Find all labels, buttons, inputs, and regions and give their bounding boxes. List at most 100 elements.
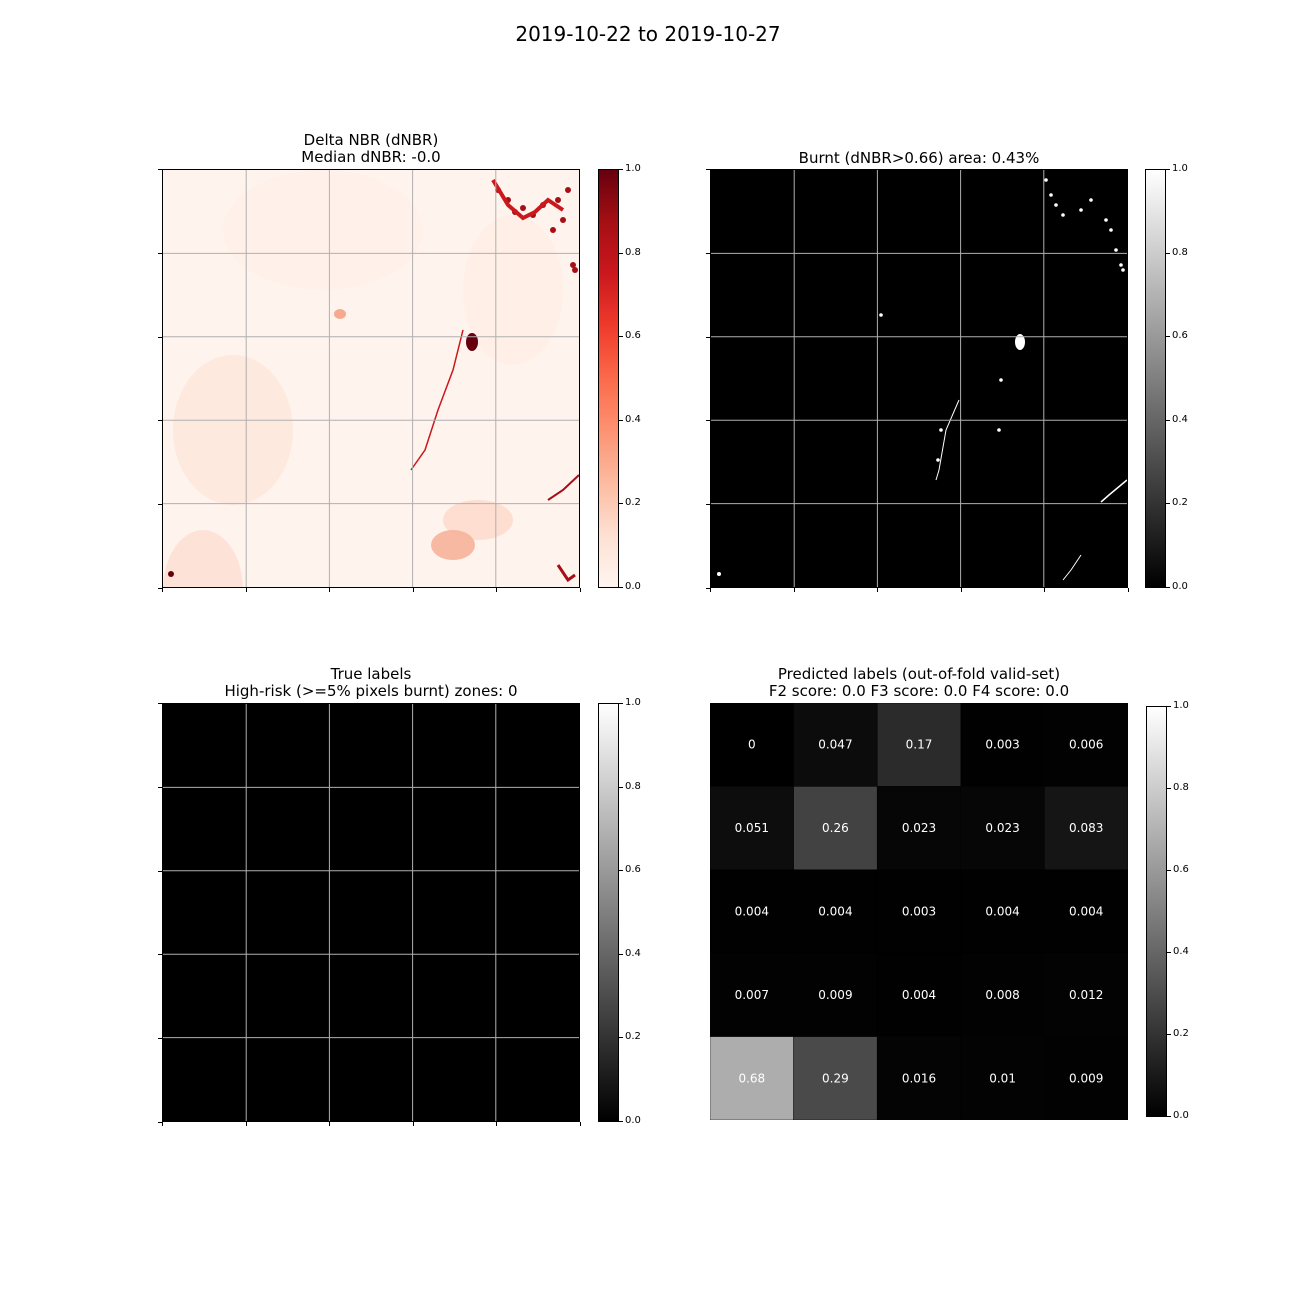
y-tick [706, 504, 710, 505]
x-tick [413, 1122, 414, 1126]
x-tick [794, 588, 795, 592]
heatmap-cell [329, 954, 413, 1038]
colorbar-tick [1166, 169, 1170, 170]
colorbar-tick-label: 0.0 [1173, 1110, 1189, 1121]
colorbar-tick [619, 1121, 623, 1122]
heatmap-cell [329, 787, 413, 871]
burnt-colorbar [1145, 169, 1166, 588]
heatmap-cell-label: 0.006 [1069, 738, 1103, 752]
dnbr-colorbar [598, 169, 619, 588]
heatmap-cell [495, 870, 579, 955]
burnt-region [1104, 218, 1108, 222]
y-tick [158, 337, 162, 338]
burnt-region [1089, 198, 1093, 202]
colorbar-tick [619, 587, 623, 588]
colorbar-tick-label: 0.8 [625, 247, 641, 258]
y-tick [706, 588, 710, 589]
heatmap-cell [163, 954, 247, 1038]
true-labels-title-line1: True labels [330, 665, 412, 683]
heatmap-cell [1044, 786, 1128, 871]
heatmap-cell-label: 0.009 [1069, 1071, 1103, 1085]
colorbar-tick-label: 0.0 [625, 581, 641, 592]
colorbar-tick [619, 954, 623, 955]
heatmap-cell [710, 952, 794, 1037]
colorbar-tick [1167, 870, 1171, 871]
colorbar-tick [1167, 1034, 1171, 1035]
colorbar-tick-label: 0.4 [1172, 414, 1188, 425]
heatmap-cell-label: 0.047 [818, 738, 852, 752]
y-tick [706, 337, 710, 338]
colorbar-tick [1167, 706, 1171, 707]
figure-title: 2019-10-22 to 2019-10-27 [515, 22, 781, 46]
heatmap-cell-label: 0.004 [902, 988, 936, 1002]
heatmap-cell [793, 1036, 878, 1120]
heatmap-cell [246, 954, 330, 1038]
colorbar-tick-label: 0.2 [625, 497, 641, 508]
x-tick [246, 1122, 247, 1126]
x-tick [580, 1122, 581, 1126]
y-tick [158, 954, 162, 955]
true-labels-axes [162, 703, 580, 1122]
burnt-region [1049, 193, 1053, 197]
dnbr-title-line1: Delta NBR (dNBR) [303, 131, 439, 149]
x-tick [329, 1122, 330, 1126]
predicted-title-line1: Predicted labels (out-of-fold valid-set) [777, 665, 1061, 683]
burnt-image [711, 170, 1127, 587]
heatmap-cell [163, 787, 247, 871]
colorbar-tick [619, 420, 623, 421]
colorbar-tick-label: 0.0 [625, 1115, 641, 1126]
y-tick [706, 253, 710, 254]
x-tick [710, 588, 711, 592]
true-labels-heatmap [163, 704, 579, 1121]
burn-scar [491, 178, 565, 221]
heatmap-cell [412, 870, 496, 955]
burn-scar [431, 530, 475, 560]
burnt-title-line1: Burnt (dNBR>0.66) area: 0.43% [798, 149, 1040, 167]
heatmap-cell [412, 1037, 496, 1121]
colorbar-tick-label: 0.4 [625, 948, 641, 959]
colorbar-tick-label: 0.6 [1173, 864, 1189, 875]
heatmap-cell [710, 1036, 794, 1120]
colorbar-tick [1166, 253, 1170, 254]
colorbar-tick-label: 1.0 [1173, 700, 1189, 711]
x-tick [877, 588, 878, 592]
true-labels-title: True labels High-risk (>=5% pixels burnt… [162, 666, 580, 700]
burnt-region [1044, 178, 1048, 182]
colorbar-tick-label: 0.8 [1173, 782, 1189, 793]
burnt-region [1015, 334, 1025, 350]
predicted-title: Predicted labels (out-of-fold valid-set)… [710, 666, 1128, 700]
true-labels-title-line2: High-risk (>=5% pixels burnt) zones: 0 [224, 682, 518, 700]
colorbar-tick [1166, 503, 1170, 504]
dnbr-image-axes [162, 169, 580, 588]
burnt-region [1062, 554, 1082, 581]
y-tick [158, 787, 162, 788]
burnt-region [939, 428, 943, 432]
heatmap-cell-label: 0.26 [822, 821, 849, 835]
heatmap-cell [960, 786, 1045, 871]
heatmap-cell [495, 787, 579, 871]
colorbar-tick-label: 0.6 [1172, 330, 1188, 341]
burn-scar [547, 474, 579, 501]
x-tick [413, 588, 414, 592]
burnt-region [935, 399, 960, 481]
heatmap-cell [1044, 703, 1128, 787]
predicted-colorbar [1146, 706, 1167, 1117]
burnt-region [1100, 479, 1127, 503]
heatmap-cell-label: 0.012 [1069, 988, 1103, 1002]
colorbar-tick [619, 1037, 623, 1038]
heatmap-cell [793, 703, 878, 787]
burnt-region [879, 313, 883, 317]
burn-scar [550, 227, 556, 233]
heatmap-cell-label: 0.17 [906, 738, 933, 752]
heatmap-cell-label: 0.083 [1069, 821, 1103, 835]
colorbar-tick [619, 253, 623, 254]
heatmap-cell [495, 1037, 579, 1121]
x-tick [496, 588, 497, 592]
x-tick [162, 588, 163, 592]
colorbar-tick [619, 336, 623, 337]
heatmap-cell [710, 703, 794, 787]
burn-scar [410, 329, 464, 471]
colorbar-tick-label: 0.6 [625, 330, 641, 341]
burnt-title: Burnt (dNBR>0.66) area: 0.43% [710, 150, 1128, 167]
x-tick [1128, 588, 1129, 592]
